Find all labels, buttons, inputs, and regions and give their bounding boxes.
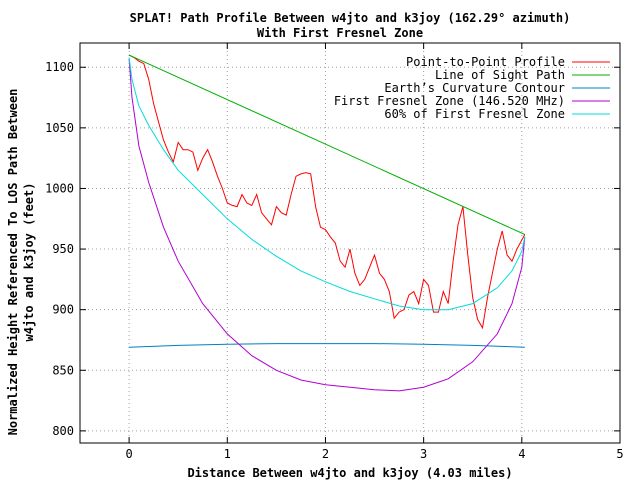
x-axis-label: Distance Between w4jto and k3joy (4.03 m… [187,466,512,480]
legend-label: Earth’s Curvature Contour [384,81,565,95]
series-layer [128,54,526,392]
y-tick-label: 800 [52,424,74,438]
series-line-4 [128,58,526,392]
y-tick-label: 950 [52,242,74,256]
series-line-5 [128,57,526,311]
x-tick-label: 2 [322,447,329,461]
y-tick-label: 900 [52,303,74,317]
y-tick-label: 850 [52,363,74,377]
legend-label: Line of Sight Path [435,68,565,82]
legend-label: Point-to-Point Profile [406,55,565,69]
x-tick-label: 5 [616,447,623,461]
grid [80,43,620,443]
legend-label: First Fresnel Zone (146.520 MHz) [334,94,565,108]
y-axis-label-line-2: w4jto and k3joy (feet) [22,183,36,342]
series-line-3 [129,343,525,348]
plot-border [79,42,621,444]
x-tick-label: 1 [224,447,231,461]
x-tick-label: 0 [125,447,132,461]
y-tick-label: 1050 [45,121,74,135]
series-line-2 [128,54,526,235]
tick-layer: 0 1 2 3 4 5 800 850 900 950 1000 1050 1100 [45,43,624,461]
series-line-1 [128,54,526,330]
chart-title: SPLAT! Path Profile Between w4jto and k3… [130,11,571,25]
chart-subtitle: With First Fresnel Zone [257,26,423,40]
legend-label: 60% of First Fresnel Zone [384,107,565,121]
x-tick-label: 3 [420,447,427,461]
plot-frame [79,42,621,444]
y-tick-label: 1000 [45,181,74,195]
x-tick-label: 4 [518,447,525,461]
y-axis-label-line-1: Normalized Height Referenced To LOS Path… [6,89,20,436]
y-tick-label: 1100 [45,60,74,74]
